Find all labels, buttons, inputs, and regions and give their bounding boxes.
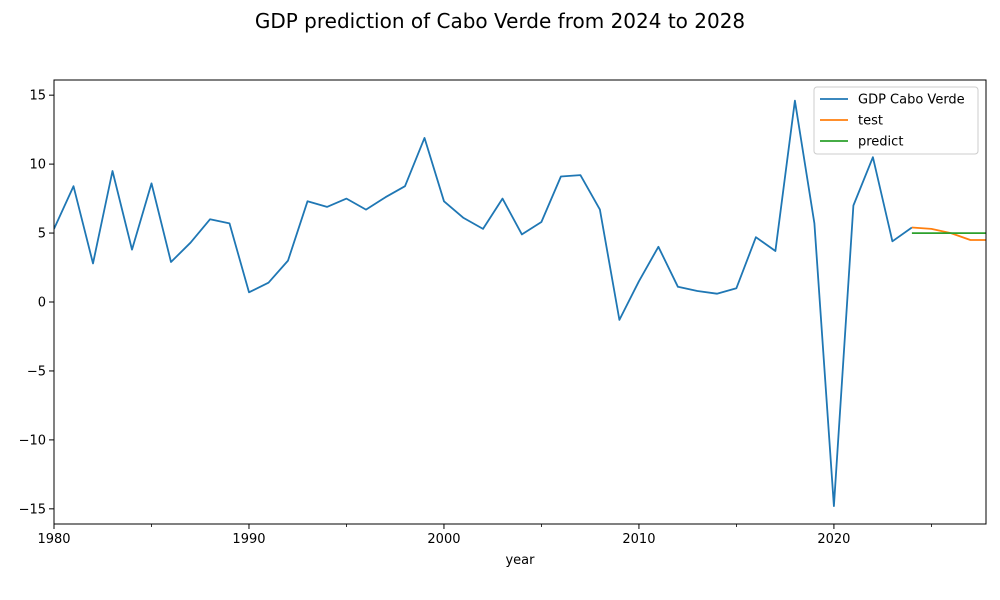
series-layer <box>54 99 986 508</box>
legend-label: GDP Cabo Verde <box>858 93 965 108</box>
legend-label: test <box>858 114 883 129</box>
x-tick-label: 2000 <box>427 532 460 547</box>
y-tick-label: 10 <box>29 158 46 173</box>
x-tick-label: 2010 <box>622 532 655 547</box>
x-axis-label: year <box>505 553 535 568</box>
y-tick-label: 15 <box>29 89 46 104</box>
y-tick-label: −15 <box>19 502 46 517</box>
y-tick-label: 5 <box>38 227 46 242</box>
y-tick-label: −5 <box>27 364 46 379</box>
x-tick-label: 1980 <box>37 532 70 547</box>
x-tick-label: 1990 <box>232 532 265 547</box>
legend: GDP Cabo Verde test predict <box>813 86 979 155</box>
x-axis: 1980 1990 2000 2010 2020 <box>37 524 932 547</box>
y-tick-label: −10 <box>19 433 46 448</box>
x-tick-label: 2020 <box>817 532 850 547</box>
legend-label: predict <box>858 135 903 150</box>
series-line-gdp-cabo-verde <box>54 99 913 508</box>
y-axis: −15 −10 −5 0 5 10 15 <box>19 89 54 517</box>
y-tick-label: 0 <box>38 296 46 311</box>
legend-box <box>813 86 979 155</box>
chart-title: GDP prediction of Cabo Verde from 2024 t… <box>255 9 745 33</box>
